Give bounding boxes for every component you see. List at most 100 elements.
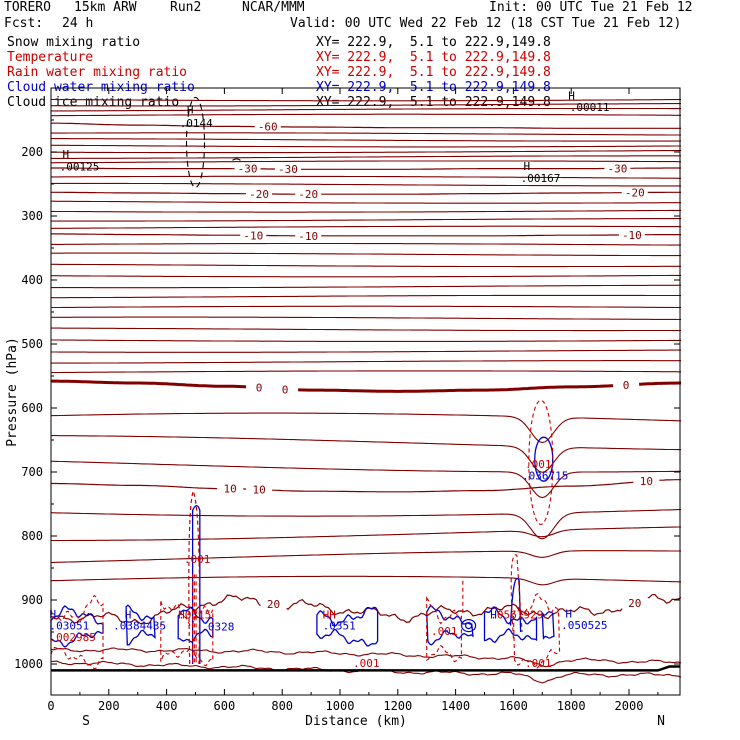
x-tick-label: 800: [271, 699, 293, 713]
temperature-contour-label: -20: [298, 188, 318, 201]
temperature-contour-label: 0: [623, 379, 630, 392]
rain-water-contour: [528, 399, 554, 525]
cloud-ice-max-label: .00011: [570, 101, 610, 114]
cloud-water-max-label: .050525: [561, 619, 607, 632]
field-name-snow: Snow mixing ratio: [7, 35, 141, 50]
y-tick-label: 200: [21, 145, 43, 159]
init-time: Init: 00 UTC Tue 21 Feb 12: [489, 0, 693, 15]
temperature-isotherm: [51, 113, 681, 117]
valid-time: Valid: 00 UTC Wed 22 Feb 12 (18 CST Tue …: [290, 16, 682, 31]
y-tick-label: 600: [21, 401, 43, 415]
cloud-water-contour: [461, 618, 477, 633]
contour-label-bg: [621, 596, 648, 609]
cloud-water-column: [191, 504, 201, 664]
y-tick-label: 700: [21, 465, 43, 479]
temperature-contour-label: -30: [278, 163, 298, 176]
temperature-contour-label: 20: [628, 597, 641, 610]
cloud-water-max-label: .0567929: [490, 609, 543, 622]
rain-water-max-label: .001: [431, 625, 458, 638]
field-xy-snow: XY= 222.9, 5.1 to 222.9,149.8: [316, 35, 551, 50]
contour-label-bg: [217, 482, 244, 495]
high-marker: HH: [323, 609, 336, 622]
high-marker: H: [50, 608, 57, 621]
temperature-contour-label: -20: [249, 188, 269, 201]
plot-frame: [50, 87, 681, 696]
cloud-ice-contour: [232, 158, 241, 161]
temperature-isotherm: [51, 107, 681, 112]
cloud-water-contour: [509, 578, 522, 633]
cloud-water-contour: [426, 605, 474, 646]
south-label: S: [82, 714, 90, 729]
x-tick-label: 600: [214, 699, 236, 713]
x-tick-label: 1200: [383, 699, 412, 713]
field-name-rain: Rain water mixing ratio: [7, 65, 188, 80]
contour-label-bg: [272, 383, 299, 396]
rain-water-contour: [512, 593, 561, 669]
cloud-ice-max-label: .00125: [60, 161, 100, 174]
field-xy-temperature: XY= 222.9, 5.1 to 222.9,149.8: [316, 50, 551, 65]
temperature-isotherm: [51, 284, 682, 289]
field-xy-rain: XY= 222.9, 5.1 to 222.9,149.8: [316, 65, 551, 80]
temperature-contour-label: -10: [243, 229, 263, 242]
fcst-label: Fcst:: [4, 16, 44, 31]
cloud-ice-max-label: .00167: [521, 172, 561, 185]
high-marker: H: [565, 607, 572, 620]
temperature-isotherm: [50, 550, 681, 564]
temperature-isotherm: [50, 508, 682, 540]
temperature-contour-label: -10: [298, 230, 318, 243]
temperature-isotherm: [50, 225, 682, 229]
temperature-contour-label: -30: [608, 162, 628, 175]
temperature-contour-label: -20: [625, 187, 645, 200]
temperature-contour-label: -10: [622, 229, 642, 242]
cloud-water-contour: [534, 436, 554, 482]
y-tick-label: 800: [21, 529, 43, 543]
high-marker: H: [524, 160, 531, 173]
run-label: Run2: [170, 0, 202, 15]
high-marker: H: [187, 104, 194, 117]
cloud-water-contour: [465, 621, 473, 630]
temperature-isotherm: [51, 103, 681, 107]
temperature-isotherm: [51, 160, 681, 164]
temperature-isotherm: [51, 149, 682, 154]
contour-label-bg: [246, 483, 273, 496]
model-name: TORERO: [4, 0, 51, 15]
x-tick-label: 200: [98, 699, 120, 713]
temperature-contour: [51, 167, 681, 170]
x-tick-label: 1600: [499, 699, 528, 713]
field-xy-cloud-ice: XY= 222.9, 5.1 to 222.9,149.8: [316, 95, 551, 110]
temperature-isotherm: [50, 144, 681, 148]
rain-water-contour: [160, 600, 214, 667]
cloud-water-max-label: .0315: [178, 609, 211, 622]
rain-water-contour: [510, 554, 523, 639]
temperature-contour: [51, 379, 681, 393]
temperature-isotherm: [51, 182, 681, 187]
temperature-isotherm: [51, 155, 681, 159]
temperature-isotherm: [51, 175, 681, 179]
cloud-water-max-label: .036715: [522, 470, 568, 483]
cloud-ice-contour: [185, 96, 206, 188]
contour-label-bg: [234, 162, 261, 175]
cloud-water-contour: [125, 604, 156, 646]
temperature-contour-label: 10: [640, 475, 653, 488]
x-tick-label: 400: [156, 699, 178, 713]
temperature-isotherm: [51, 339, 681, 342]
rain-water-max-label: .001: [184, 553, 211, 566]
high-marker: H: [63, 148, 70, 161]
high-marker: H: [125, 609, 132, 622]
temperature-isotherm: [51, 132, 681, 136]
contour-label-bg: [621, 186, 648, 199]
north-label: N: [657, 714, 665, 729]
temperature-isotherm: [50, 647, 682, 668]
temperature-isotherm: [51, 370, 681, 374]
cloud-ice-max-label: .0144: [180, 117, 213, 130]
cloud-water-contour: [541, 610, 555, 640]
temperature-isotherm: [51, 263, 681, 268]
temperature-isotherm: [51, 349, 681, 353]
cloud-water-contour: [316, 606, 379, 647]
temperature-isotherm: [51, 294, 682, 299]
cloud-water-contour: [483, 606, 538, 644]
y-tick-label: 300: [21, 209, 43, 223]
y-tick-label: 1000: [14, 657, 43, 671]
contour-label-bg: [295, 188, 322, 201]
temperature-isotherm: [50, 412, 681, 444]
